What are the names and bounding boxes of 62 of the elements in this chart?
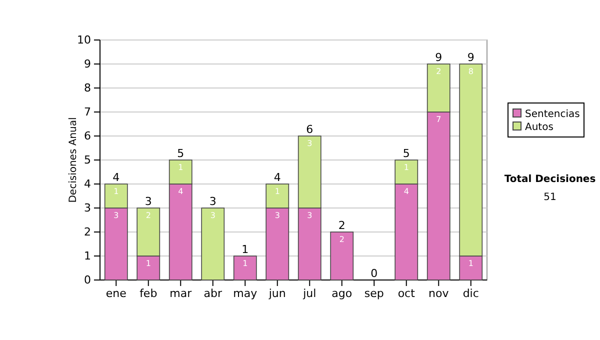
data-label: 1 xyxy=(114,187,119,196)
y-tick-label: 1 xyxy=(84,250,91,263)
data-label: 3 xyxy=(210,211,216,220)
y-tick-label: 6 xyxy=(84,130,91,143)
data-label: 2 xyxy=(146,211,151,220)
x-tick-label: oct xyxy=(398,286,416,300)
total-label: 0 xyxy=(370,267,378,280)
data-label: 7 xyxy=(436,115,442,124)
data-label: 3 xyxy=(307,139,312,148)
total-label: 9 xyxy=(435,51,442,64)
data-label: 3 xyxy=(274,211,280,220)
bar xyxy=(330,232,354,280)
y-tick-label: 9 xyxy=(84,58,91,71)
total-label: 9 xyxy=(467,51,474,64)
total-label: 5 xyxy=(177,147,184,160)
legend-label: Sentencias xyxy=(525,109,580,120)
data-label: 8 xyxy=(468,67,474,76)
data-label: 1 xyxy=(404,163,409,172)
x-tick-label: sep xyxy=(364,286,384,300)
x-tick-label: mar xyxy=(170,286,192,300)
y-tick-label: 4 xyxy=(84,178,91,191)
x-tick-label: dic xyxy=(462,286,479,300)
total-label: 3 xyxy=(209,195,216,208)
data-label: 1 xyxy=(178,163,184,172)
total-label: 6 xyxy=(306,123,314,136)
data-label: 4 xyxy=(178,187,184,196)
total-label: 5 xyxy=(402,147,410,160)
y-tick-label: 0 xyxy=(84,274,91,287)
x-tick-label: jun xyxy=(268,286,286,300)
y-tick-label: 7 xyxy=(84,106,91,119)
x-tick-label: ago xyxy=(332,286,352,300)
y-tick-label: 2 xyxy=(84,226,91,239)
data-label: 2 xyxy=(339,235,344,244)
x-tick-label: abr xyxy=(204,286,222,300)
data-label: 2 xyxy=(436,67,442,76)
total-label: 2 xyxy=(338,219,346,232)
data-label: 3 xyxy=(114,211,119,220)
text: 51 xyxy=(544,192,556,203)
y-tick-label: 3 xyxy=(84,202,91,215)
x-tick-label: feb xyxy=(140,286,158,300)
data-label: 1 xyxy=(468,259,474,268)
total-label: 1 xyxy=(242,243,249,256)
y-tick-label: 8 xyxy=(84,82,91,95)
total-label: 4 xyxy=(112,171,120,184)
x-tick-label: may xyxy=(233,286,258,300)
data-label: 1 xyxy=(242,259,248,268)
x-tick-label: nov xyxy=(428,286,450,300)
total-label: 3 xyxy=(144,195,152,208)
bar xyxy=(201,208,225,280)
bar xyxy=(233,256,257,280)
legend-label: Autos xyxy=(525,122,554,133)
total-label: 4 xyxy=(274,171,281,184)
data-label: 1 xyxy=(146,259,151,268)
y-tick-label: 5 xyxy=(84,154,91,167)
y-axis-title: Decisiones Anual xyxy=(68,117,79,203)
data-label: 1 xyxy=(274,187,280,196)
y-tick-label: 10 xyxy=(77,34,91,47)
x-tick-label: ene xyxy=(106,286,127,300)
data-label: 3 xyxy=(307,211,312,220)
x-tick-label: jul xyxy=(302,286,316,300)
data-label: 4 xyxy=(404,187,409,196)
text: Total Decisiones xyxy=(504,174,596,185)
